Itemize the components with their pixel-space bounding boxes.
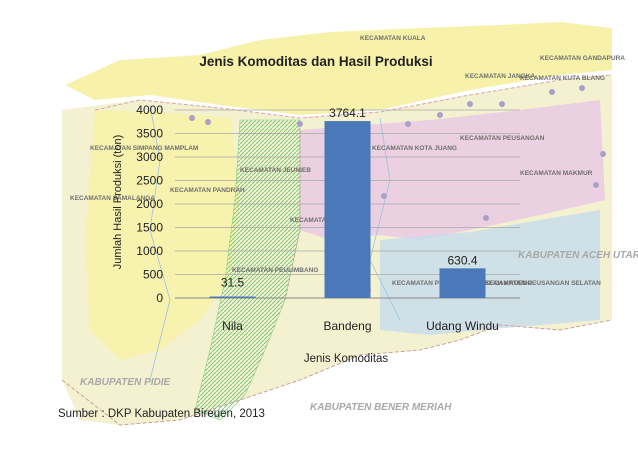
- map-label-sangan-selatan: KECAMATAN PEUSANGAN SELATAN: [485, 280, 601, 287]
- x-axis-label: Jenis Komoditas: [304, 353, 389, 365]
- map-label-peusangan: KECAMATAN PEUSANGAN: [460, 135, 545, 142]
- map-label-pandrah: KECAMATAN PANDRAH: [170, 187, 245, 194]
- bar-udang-windu: [439, 268, 486, 298]
- chart-title: Jenis Komoditas dan Hasil Produksi: [199, 54, 432, 69]
- map-label-kab-bener-meriah: KABUPATEN BENER MERIAH: [310, 402, 452, 413]
- bars: [209, 121, 486, 298]
- x-tick-label: Bandeng: [323, 319, 371, 333]
- data-label: 31.5: [221, 276, 245, 290]
- y-tick-label: 3500: [136, 127, 163, 141]
- bar-bandeng: [324, 121, 371, 298]
- map-label-jangka: KECAMATAN JANGKA: [465, 73, 535, 80]
- data-label: 630.4: [447, 253, 477, 267]
- map-label-kab-aceh-utara: KABUPATEN ACEH UTARA: [518, 250, 638, 261]
- x-tick-label: Udang Windu: [426, 319, 499, 333]
- y-tick-label: 4000: [136, 103, 163, 117]
- map-label-peulimbang: KECAMATAN PEULIMBANG: [232, 267, 318, 274]
- map-label-samalanga: KECAMATAN SAMALANGA: [70, 195, 155, 202]
- map-label-kuta-blang: KECAMATAN KUTA BLANG: [520, 75, 605, 82]
- map-label-jeunieb: KECAMATAN JEUNIEB: [240, 167, 311, 174]
- bar-chart: Jenis Komoditas dan Hasil Produksi 0 500 1…: [112, 54, 520, 365]
- map-label-gandapura: KECAMATAN GANDAPURA: [540, 55, 625, 62]
- y-tick-label: 2000: [136, 197, 163, 211]
- bar-nila: [209, 296, 256, 298]
- y-tick-label: 500: [143, 268, 163, 282]
- map-label-makmur: KECAMATAN MAKMUR: [520, 170, 593, 177]
- data-labels: 31.5 3764.1 630.4: [221, 106, 478, 289]
- y-tick-label: 1500: [136, 221, 163, 235]
- y-tick-label: 1000: [136, 244, 163, 258]
- map-label-kota-juang: KECAMATAN KOTA JUANG: [372, 145, 457, 152]
- y-tick-label: 3000: [136, 150, 163, 164]
- data-label: 3764.1: [329, 106, 366, 120]
- y-axis-label: Jumlah Hasil Produksi (ton): [112, 135, 124, 270]
- map-label-simpang-mamplam: KECAMATAN SIMPANG MAMPLAM: [90, 145, 198, 152]
- x-axis-ticks: Nila Bandeng Udang Windu: [222, 319, 499, 333]
- x-tick-label: Nila: [222, 319, 243, 333]
- y-axis-ticks: 0 500 1000 1500 2000 2500 3000 3500 4000: [136, 103, 163, 305]
- map-label-kab-pidie: KABUPATEN PIDIE: [80, 377, 171, 388]
- y-tick-label: 0: [156, 291, 163, 305]
- y-tick-label: 2500: [136, 174, 163, 188]
- map-label-kuala: KECAMATAN KUALA: [360, 35, 426, 42]
- source-note: Sumber : DKP Kabupaten Bireuen, 2013: [58, 408, 265, 420]
